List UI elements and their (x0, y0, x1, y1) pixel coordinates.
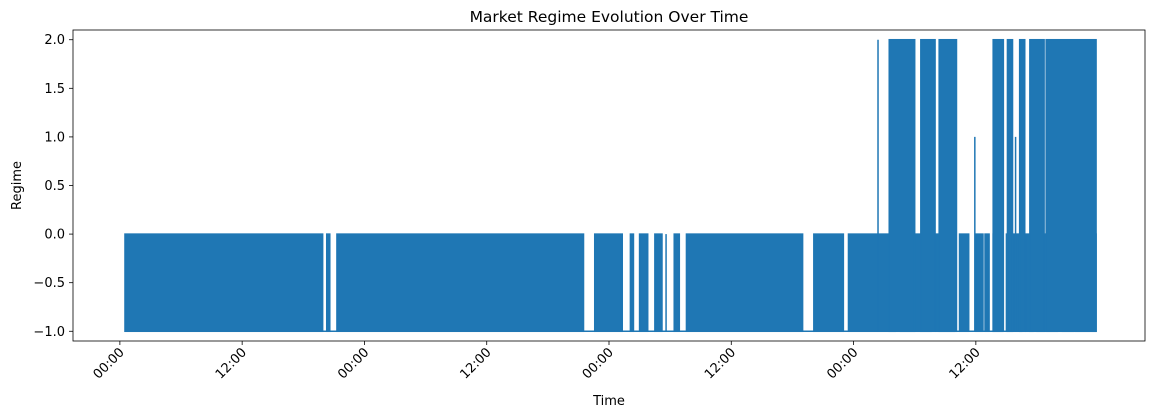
series-segment (1029, 38, 1045, 333)
y-tick-label: 0.0 (44, 228, 65, 243)
series-oscillation-block (847, 233, 897, 333)
series-oscillation-block (593, 233, 623, 333)
series-segment (920, 38, 936, 333)
y-tick-label: 2.0 (44, 33, 65, 48)
series-oscillation-block (984, 233, 990, 333)
series-oscillation-block (654, 233, 663, 333)
series-oscillation-block (1045, 38, 1097, 333)
series-oscillation-block (1029, 38, 1045, 333)
series-oscillation-block (1018, 38, 1026, 333)
series-oscillation-block (938, 38, 958, 333)
series-segment (938, 38, 958, 333)
series-segment (1006, 38, 1014, 333)
series-segment (975, 233, 984, 333)
series-segment (992, 38, 1005, 333)
series-oscillation-block (336, 233, 585, 333)
series-oscillation-block (629, 233, 635, 333)
series-oscillation-block (685, 233, 804, 333)
series-segment (847, 233, 897, 333)
series-segment (958, 233, 970, 333)
series-segment (813, 233, 845, 333)
y-axis: −1.0 −0.5 0.0 0.5 1.0 1.5 2.0 (33, 33, 73, 340)
y-tick-label: −1.0 (33, 325, 65, 340)
series-oscillation-block (638, 233, 649, 333)
y-tick-label: 0.5 (44, 179, 65, 194)
series-oscillation-block (673, 233, 681, 333)
series-oscillation-block (124, 233, 324, 333)
series-oscillation-block (920, 38, 936, 333)
series-segment (325, 233, 331, 333)
series-oscillation-block (813, 233, 845, 333)
series-segment (685, 233, 804, 333)
series-segment (1045, 38, 1097, 333)
series-segment (124, 233, 324, 333)
series-segment (638, 233, 649, 333)
series-segment (629, 233, 635, 333)
series-oscillation-block (1006, 38, 1014, 333)
series-segment (888, 38, 916, 333)
series-oscillation-block (992, 38, 1005, 333)
series-segment (984, 233, 990, 333)
series-segment (654, 233, 663, 333)
x-axis-label: Time (592, 394, 625, 409)
plot-area (124, 38, 1097, 333)
series-segment (593, 233, 623, 333)
series-segment (1018, 38, 1026, 333)
y-tick-label: 1.5 (44, 82, 65, 97)
series-oscillation-block (958, 233, 970, 333)
series-segment (336, 233, 585, 333)
chart-title: Market Regime Evolution Over Time (470, 8, 749, 26)
series-oscillation-block (325, 233, 331, 333)
y-tick-label: −0.5 (33, 276, 65, 291)
y-tick-label: 1.0 (44, 130, 65, 145)
series-oscillation-block (888, 38, 916, 333)
y-axis-label: Regime (10, 161, 25, 210)
series-oscillation-block (975, 233, 984, 333)
series-segment (673, 233, 681, 333)
